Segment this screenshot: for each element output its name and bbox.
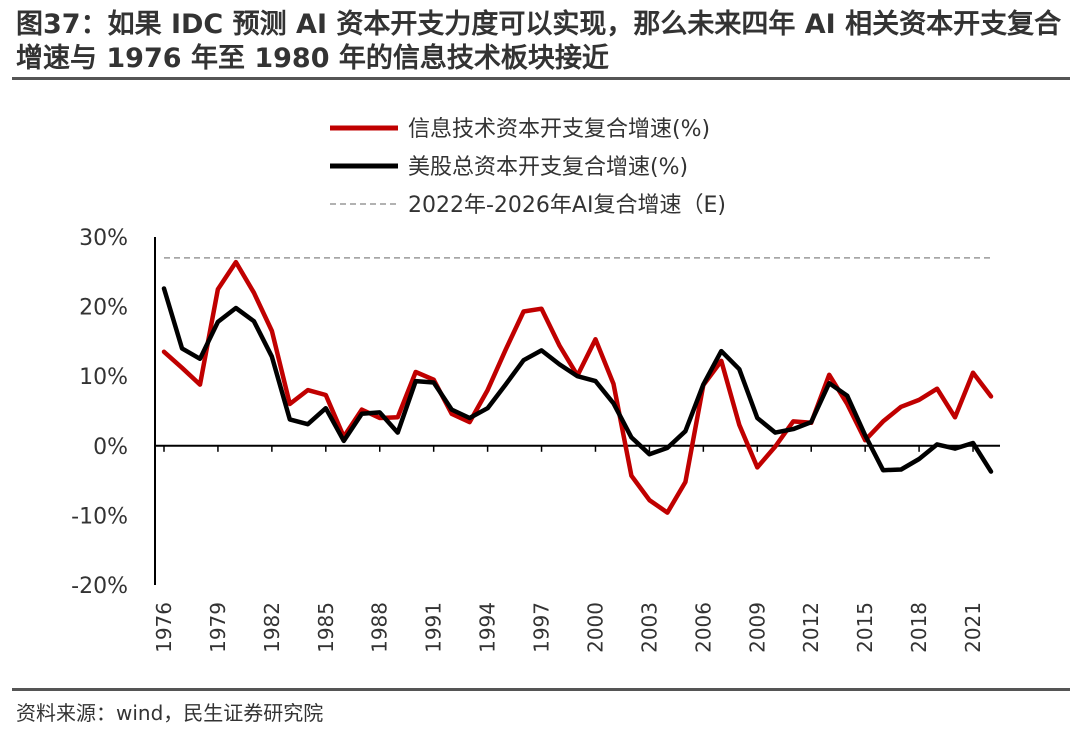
- y-tick-label: -10%: [71, 504, 128, 529]
- x-tick-label: 1982: [260, 602, 284, 653]
- axes: -20% -10% 0% 10% 20% 30% 1976 1979 1982 1985 1988 1…: [71, 226, 1000, 653]
- y-tick-label: 20%: [79, 296, 128, 321]
- x-tick-label: 1988: [368, 602, 392, 653]
- x-tick-label: 2009: [745, 602, 769, 653]
- x-tick-label: 1991: [422, 602, 446, 653]
- figure-title: 图37：如果 IDC 预测 AI 资本开支力度可以实现，那么未来四年 AI 相关…: [16, 9, 1062, 74]
- x-tick-label: 2015: [853, 602, 877, 653]
- y-tick-label: 10%: [79, 365, 128, 390]
- y-tick-label: 0%: [93, 435, 128, 460]
- series-layer: [161, 257, 994, 515]
- x-tick-label: 2006: [691, 602, 715, 653]
- title-rule: [12, 77, 1070, 80]
- x-tick-label: 2018: [907, 602, 931, 653]
- y-tick-label: -20%: [71, 574, 128, 599]
- series-line-2: [161, 286, 994, 474]
- series-line-1: [161, 259, 994, 515]
- x-tick-label: 1994: [476, 602, 500, 653]
- x-tick-label: 2000: [583, 602, 607, 653]
- legend: 信息技术资本开支复合增速(%) 美股总资本开支复合增速(%) 2022年-2026年…: [330, 117, 726, 218]
- line-chart: 信息技术资本开支复合增速(%) 美股总资本开支复合增速(%) 2022年-2026年…: [71, 117, 1000, 653]
- x-tick-label: 2021: [961, 602, 985, 653]
- legend-label-2: 美股总资本开支复合增速(%): [408, 155, 688, 180]
- source-note: 资料来源：wind，民生证券研究院: [16, 701, 324, 725]
- x-tick-label: 1976: [152, 602, 176, 653]
- x-tick-label: 1985: [314, 602, 338, 653]
- source-rule: [12, 688, 1070, 691]
- legend-label-1: 信息技术资本开支复合增速(%): [408, 117, 710, 142]
- x-tick-label: 2003: [637, 602, 661, 653]
- y-tick-label: 30%: [79, 226, 128, 251]
- legend-label-3: 2022年-2026年AI复合增速（E): [408, 193, 726, 218]
- x-tick-label: 2012: [799, 602, 823, 653]
- x-tick-label: 1979: [206, 602, 230, 653]
- x-tick-label: 1997: [530, 602, 554, 653]
